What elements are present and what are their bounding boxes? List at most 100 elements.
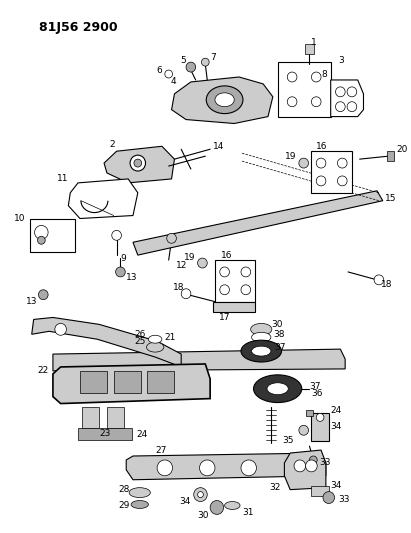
Circle shape [316, 176, 326, 186]
Circle shape [198, 258, 207, 268]
Text: 9: 9 [120, 254, 126, 263]
Text: 7: 7 [210, 53, 216, 62]
Circle shape [210, 500, 224, 514]
Text: 14: 14 [213, 142, 224, 151]
Circle shape [241, 267, 251, 277]
Ellipse shape [131, 500, 148, 508]
Polygon shape [53, 349, 345, 371]
Circle shape [337, 176, 347, 186]
Text: 21: 21 [165, 333, 176, 342]
Circle shape [198, 491, 203, 498]
Text: 23: 23 [99, 429, 111, 438]
Text: 24: 24 [331, 406, 342, 415]
Bar [78, 429, 132, 440]
Circle shape [167, 233, 176, 243]
Circle shape [201, 58, 209, 66]
Bar [312, 414, 329, 441]
Text: 19: 19 [184, 253, 196, 262]
Text: 37: 37 [309, 382, 321, 391]
Circle shape [312, 72, 321, 82]
Ellipse shape [224, 502, 240, 510]
Text: 6: 6 [156, 66, 162, 75]
Circle shape [299, 425, 309, 435]
Text: 36: 36 [312, 389, 323, 398]
Text: 5: 5 [180, 55, 186, 64]
Text: 13: 13 [26, 297, 37, 306]
Ellipse shape [241, 340, 282, 362]
Text: 27: 27 [155, 446, 166, 455]
Ellipse shape [206, 86, 243, 114]
Circle shape [186, 62, 196, 72]
Text: 1: 1 [312, 38, 317, 47]
Polygon shape [331, 80, 363, 117]
Circle shape [323, 491, 335, 504]
Polygon shape [278, 62, 331, 117]
Text: 34: 34 [331, 481, 342, 490]
Circle shape [35, 225, 48, 239]
Circle shape [241, 460, 256, 476]
Polygon shape [213, 302, 256, 311]
Polygon shape [53, 364, 210, 403]
Circle shape [37, 236, 45, 244]
Polygon shape [32, 318, 181, 367]
Bar [312, 486, 329, 496]
Circle shape [347, 102, 357, 111]
Circle shape [112, 230, 121, 240]
Circle shape [220, 285, 229, 295]
Text: 11: 11 [57, 174, 68, 183]
Polygon shape [68, 179, 138, 219]
Text: 30: 30 [198, 511, 209, 520]
Text: 10: 10 [14, 214, 26, 223]
Text: 38: 38 [273, 330, 284, 339]
Bar [82, 407, 99, 429]
Text: 4: 4 [171, 77, 176, 86]
Text: 13: 13 [126, 273, 138, 282]
Text: 35: 35 [282, 435, 294, 445]
Polygon shape [171, 77, 273, 124]
Circle shape [337, 158, 347, 168]
Circle shape [194, 488, 207, 502]
Text: 33: 33 [338, 495, 350, 504]
Ellipse shape [254, 375, 302, 402]
Circle shape [55, 324, 67, 335]
Bar [306, 410, 313, 416]
Text: 22: 22 [38, 366, 49, 375]
Polygon shape [30, 219, 75, 252]
Text: 16: 16 [221, 251, 232, 260]
Circle shape [181, 289, 191, 298]
Text: 32: 32 [269, 483, 281, 492]
Polygon shape [284, 450, 326, 490]
Circle shape [294, 460, 306, 472]
Bar [107, 407, 124, 429]
Ellipse shape [252, 332, 271, 342]
Circle shape [134, 159, 142, 167]
Circle shape [316, 414, 324, 422]
Text: 16: 16 [316, 142, 328, 151]
Circle shape [220, 267, 229, 277]
Circle shape [39, 290, 48, 300]
Circle shape [115, 267, 125, 277]
Polygon shape [312, 151, 352, 193]
Text: 31: 31 [242, 508, 254, 517]
Text: 30: 30 [271, 320, 282, 329]
Circle shape [157, 460, 173, 476]
Text: 8: 8 [321, 69, 327, 78]
Bar [80, 371, 107, 393]
Text: 18: 18 [381, 280, 393, 289]
Circle shape [312, 97, 321, 107]
Circle shape [347, 87, 357, 97]
Circle shape [309, 456, 317, 464]
Text: 81J56 2900: 81J56 2900 [39, 21, 118, 34]
Bar [387, 151, 394, 161]
Text: 34: 34 [180, 497, 191, 506]
Circle shape [287, 97, 297, 107]
Circle shape [130, 155, 145, 171]
Text: 25: 25 [134, 337, 145, 346]
Circle shape [199, 460, 215, 476]
Text: 34: 34 [331, 422, 342, 431]
Bar [114, 371, 141, 393]
Ellipse shape [148, 335, 162, 343]
Bar [305, 44, 314, 54]
Ellipse shape [267, 383, 288, 394]
Ellipse shape [251, 324, 272, 335]
